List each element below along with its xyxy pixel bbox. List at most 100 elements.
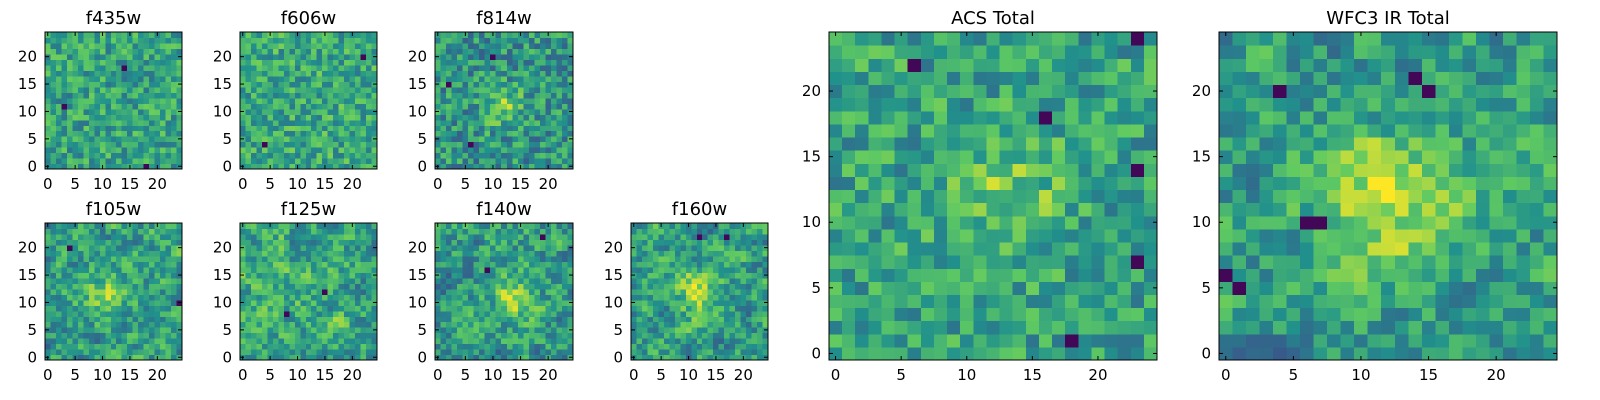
heatmap-cell	[366, 321, 373, 328]
heatmap-cell	[94, 32, 101, 39]
heatmap-cell	[636, 277, 643, 284]
heatmap-cell	[484, 283, 491, 290]
heatmap-cell	[999, 268, 1014, 282]
heatmap-cell	[724, 228, 731, 235]
heatmap-cell	[495, 223, 502, 230]
heatmap-cell	[484, 158, 491, 165]
heatmap-cell	[457, 255, 464, 262]
heatmap-cell	[154, 277, 161, 284]
x-tick-label: 5	[70, 366, 80, 384]
heatmap-cell	[55, 75, 63, 82]
heatmap-cell	[366, 53, 373, 60]
heatmap-cell	[674, 261, 681, 268]
heatmap-cell	[72, 343, 79, 350]
heatmap-cell	[127, 305, 134, 312]
heatmap-cell	[316, 316, 323, 323]
heatmap-cell	[283, 310, 290, 317]
heatmap-cell	[311, 321, 318, 328]
heatmap-cell	[371, 64, 378, 71]
heatmap-cell	[72, 108, 79, 115]
heatmap-cell	[83, 59, 90, 66]
heatmap-cell	[61, 283, 68, 290]
heatmap-cell	[702, 349, 709, 356]
heatmap-cell	[110, 299, 117, 306]
heatmap-cell	[550, 239, 558, 246]
heatmap-cell	[545, 136, 552, 143]
heatmap-cell	[550, 141, 558, 148]
heatmap-cell	[45, 48, 52, 55]
heatmap-cell	[947, 228, 961, 243]
heatmap-cell	[435, 239, 442, 246]
heatmap-cell	[484, 114, 491, 121]
heatmap-cell	[121, 272, 128, 279]
heatmap-cell	[72, 92, 79, 99]
heatmap-cell	[495, 103, 502, 110]
heatmap-cell	[360, 255, 367, 262]
heatmap-cell	[366, 261, 373, 268]
heatmap-cell	[105, 136, 112, 143]
heatmap-cell	[663, 228, 670, 235]
heatmap-cell	[316, 327, 323, 334]
heatmap-cell	[881, 241, 896, 256]
heatmap-cell	[523, 277, 530, 284]
heatmap-cell	[495, 97, 502, 104]
heatmap-cell	[355, 59, 362, 66]
heatmap-cell	[1091, 241, 1106, 256]
heatmap-cell	[534, 239, 541, 246]
heatmap-cell	[83, 354, 90, 361]
heatmap-cell	[72, 42, 79, 50]
heatmap-cell	[451, 119, 458, 126]
heatmap-cell	[105, 32, 112, 39]
heatmap-cell	[567, 75, 574, 82]
heatmap-cell	[316, 53, 323, 60]
heatmap-cell	[1025, 320, 1040, 335]
heatmap-cell	[267, 119, 274, 126]
heatmap-cell	[636, 349, 643, 356]
heatmap-cell	[440, 158, 447, 165]
heatmap-cell	[327, 288, 334, 295]
heatmap-cell	[506, 114, 513, 121]
heatmap-cell	[127, 70, 134, 77]
heatmap-cell	[110, 239, 117, 246]
heatmap-cell	[746, 250, 753, 257]
heatmap-cell	[567, 338, 574, 345]
heatmap-cell	[641, 321, 649, 328]
heatmap-cell	[713, 272, 720, 279]
heatmap-cell	[110, 86, 117, 93]
heatmap-cell	[451, 223, 458, 230]
heatmap-cell	[528, 59, 535, 66]
heatmap-cell	[539, 136, 546, 143]
heatmap-cell	[110, 81, 117, 88]
heatmap-cell	[333, 266, 340, 273]
heatmap-cell	[116, 103, 123, 110]
heatmap-cell	[250, 158, 258, 165]
heatmap-cell	[757, 239, 764, 246]
heatmap-cell	[66, 332, 73, 339]
heatmap-cell	[713, 233, 720, 241]
heatmap-cell	[316, 266, 323, 273]
heatmap-cell	[66, 147, 73, 154]
heatmap-cell	[371, 75, 378, 82]
heatmap-cell	[729, 239, 736, 246]
heatmap-cell	[539, 37, 546, 44]
heatmap-cell	[663, 233, 670, 241]
heatmap-cell	[344, 233, 351, 241]
heatmap-cell	[636, 233, 643, 241]
heatmap-cell	[567, 266, 574, 273]
heatmap-cell	[110, 294, 117, 301]
heatmap-cell	[468, 97, 475, 104]
heatmap-cell	[116, 119, 123, 126]
heatmap-cell	[294, 250, 301, 257]
heatmap-cell	[105, 343, 112, 350]
heatmap-cell	[479, 244, 486, 251]
heatmap-cell	[322, 321, 329, 328]
heatmap-cell	[88, 141, 95, 148]
heatmap-cell	[920, 202, 935, 217]
heatmap-cell	[457, 354, 464, 361]
heatmap-cell	[327, 305, 334, 312]
heatmap-cell	[1012, 255, 1027, 269]
heatmap-cell	[267, 316, 274, 323]
heatmap-cell	[473, 272, 480, 279]
heatmap-cell	[132, 299, 139, 306]
heatmap-cell	[479, 343, 486, 350]
